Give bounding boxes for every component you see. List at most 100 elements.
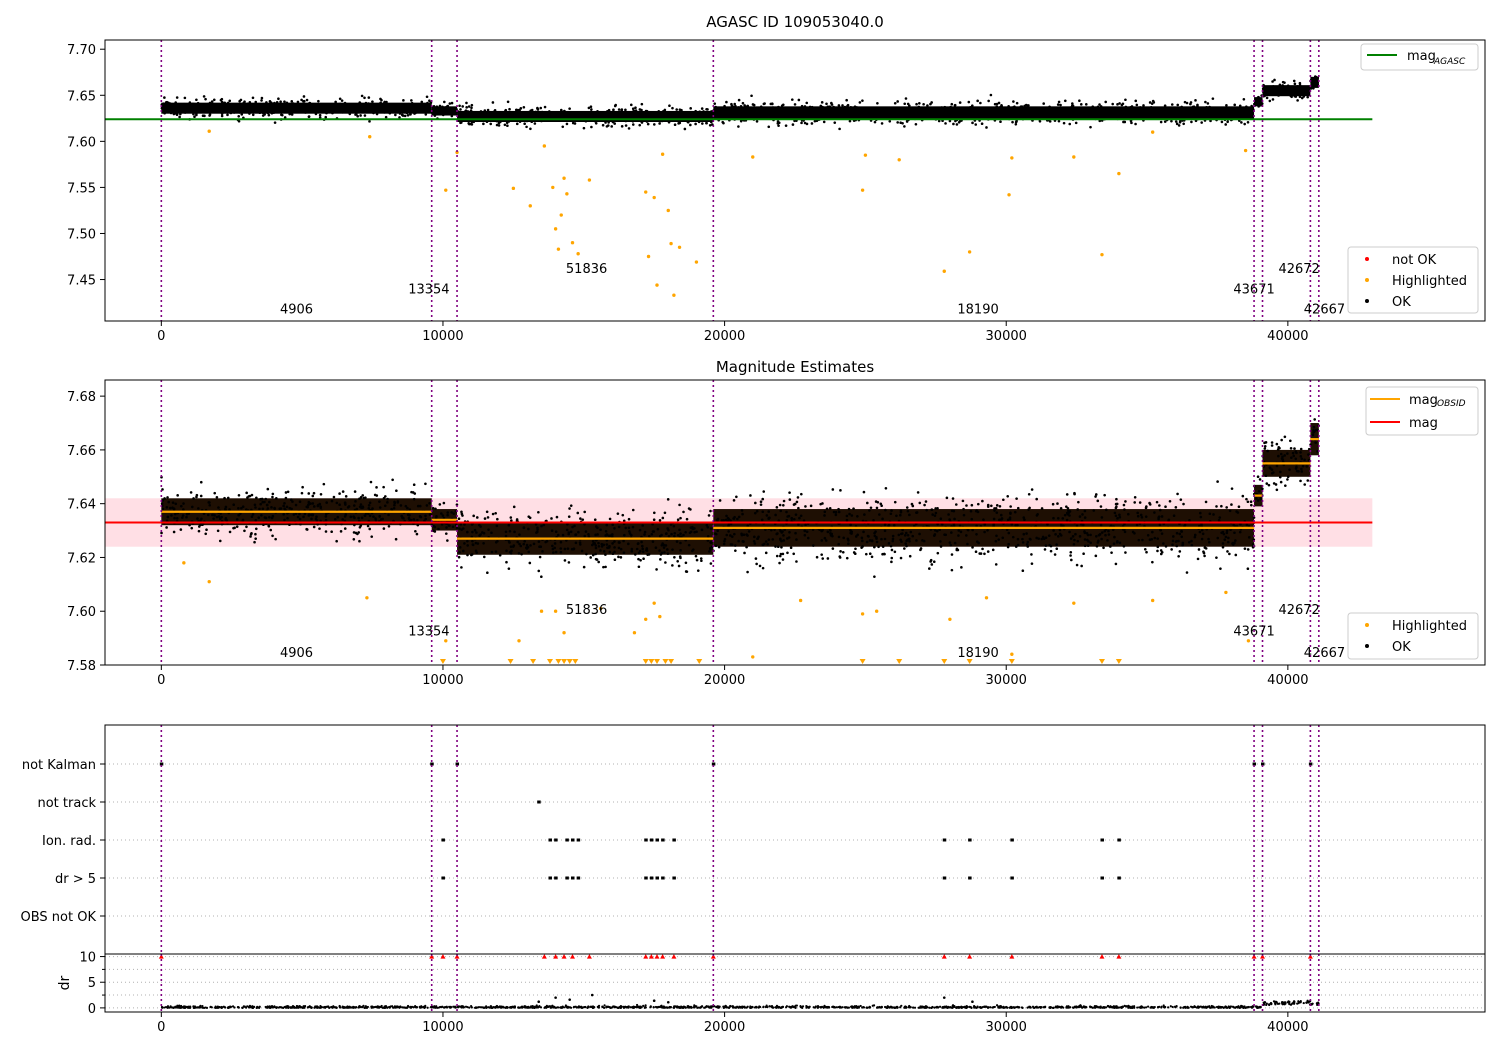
ok-point [495,524,499,528]
highlighted-point [666,208,670,213]
flag-point [159,762,164,766]
ok-point [363,514,367,517]
ok-point [644,109,648,113]
ok-point [1207,540,1211,544]
ok-point [1175,115,1179,119]
ok-point [237,493,241,497]
ok-point [579,517,582,520]
ok-point [835,111,839,114]
ok-point [1220,116,1223,119]
ok-point [780,539,783,543]
ok-point [163,497,166,500]
ok-point [884,486,888,490]
ok-point [553,546,556,550]
ok-point [905,506,909,509]
ok-point [512,505,516,509]
magnitude-cloud-core [1254,97,1263,107]
ok-point [868,509,871,512]
ok-point [993,102,997,106]
ok-point [460,566,463,569]
ok-point [645,112,649,116]
ok-point [1120,112,1123,116]
ok-point [458,551,461,554]
ok-point [273,104,277,108]
ok-point [314,108,317,112]
ok-point [765,113,769,117]
ok-point [1011,106,1015,109]
ok-point [352,537,356,541]
ok-point [1006,545,1010,549]
ok-point [383,504,387,508]
ok-point [226,101,230,105]
ok-point [795,560,798,563]
ok-point [1014,120,1018,124]
ok-point [819,107,823,111]
ok-point [974,123,978,126]
ok-point [463,523,466,526]
ok-point [223,496,226,500]
ok-point [587,533,590,536]
ok-point [652,111,656,115]
ok-point [1113,112,1117,116]
ok-point [758,564,762,568]
ok-point [235,518,239,521]
ok-point [1025,106,1028,110]
ok-point [1300,457,1304,461]
dr-point [857,1006,861,1009]
ok-point [559,540,563,544]
y-tick-label: 7.45 [67,274,96,289]
ok-point [917,105,921,109]
ok-point [887,111,890,115]
ok-point [815,114,818,118]
y-tick-label: 7.64 [67,498,96,513]
ok-point [988,113,992,117]
ok-point [192,497,195,500]
ok-point [613,115,617,119]
ok-point [192,111,196,114]
ok-point [265,101,268,104]
ok-point [197,525,201,528]
ok-point [1069,111,1073,115]
ok-point [619,547,623,551]
ok-point [850,514,854,517]
ok-point [557,114,561,118]
ok-point [1205,105,1208,109]
ok-point [576,511,580,515]
ok-point [867,535,870,538]
ok-point [587,106,591,110]
ok-point [1019,105,1023,108]
ok-point [510,519,513,522]
ok-point [266,507,270,510]
ok-point [1012,100,1015,103]
ok-point [865,540,869,544]
ok-point [341,518,344,521]
ok-point [382,527,386,530]
ok-point [971,528,974,532]
ok-point [878,107,882,111]
highlighted-point [368,135,372,139]
ok-point [740,533,744,537]
ok-point [689,107,692,110]
ok-point [197,507,200,510]
ok-point [899,509,903,512]
ok-point [450,114,454,118]
ok-point [1014,545,1018,548]
ok-point [182,102,186,106]
ok-point [508,107,511,111]
highlighted-point [1072,601,1076,605]
ok-point [695,558,699,562]
ok-point [607,534,611,538]
ok-point [597,541,600,545]
ok-point [594,121,598,125]
ok-point [1044,544,1048,547]
ok-point [861,539,864,543]
ok-point [213,491,217,495]
dr-point [745,1006,748,1009]
ok-point [617,546,621,550]
ok-point [786,537,789,540]
below-range-marker [859,659,866,664]
below-range-marker [546,659,553,664]
ok-point [1273,91,1277,94]
ok-point [751,103,755,106]
ok-point [931,513,934,516]
